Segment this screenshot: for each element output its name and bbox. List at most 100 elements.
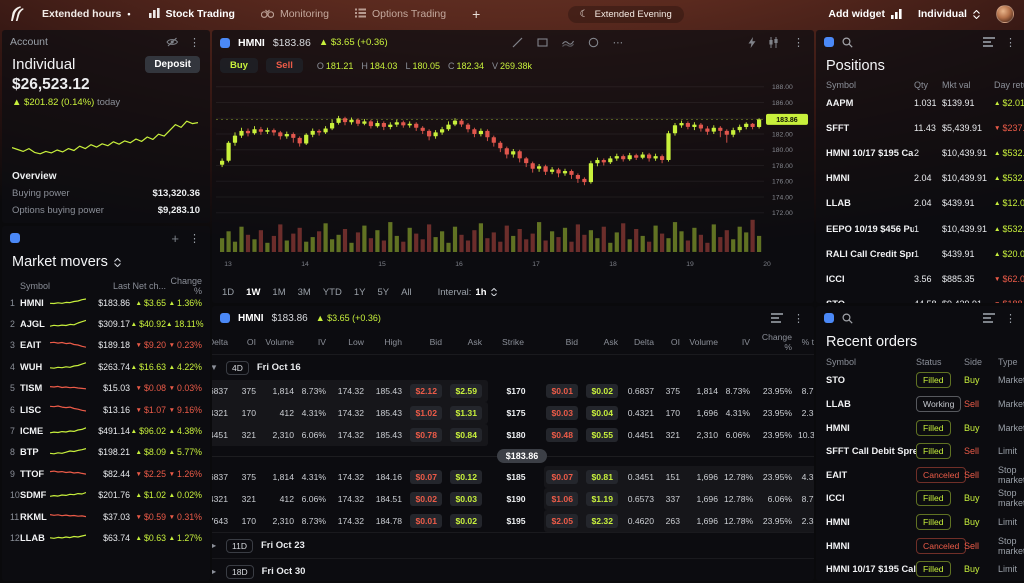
market-mover-row[interactable]: 9 TTOF $82.44 ▼ $2.25 ▼ 1.26% (2, 463, 210, 484)
panel-handle-icon[interactable] (220, 313, 230, 323)
option-strike-row[interactable]: 0.43213214126.06%174.32184.51$0.02$0.03$… (212, 488, 814, 510)
position-row[interactable]: ICCI 3.56 $885.35 ▼$62.01 (816, 266, 1024, 291)
market-mover-row[interactable]: 8 BTP $198.21 ▲ $8.09 ▲ 5.77% (2, 442, 210, 463)
chart-menu-kebab[interactable]: ⋮ (792, 37, 804, 49)
market-mover-row[interactable]: 5 TISM $15.03 ▼ $0.08 ▼ 0.03% (2, 378, 210, 399)
position-row[interactable]: STO44.58$9,439.91▼$188.65 (816, 292, 1024, 303)
position-day-return: ▲$12.01 (994, 198, 1024, 209)
add-symbol-icon[interactable]: + (171, 230, 179, 246)
avatar[interactable] (995, 5, 1014, 23)
timeframe-1w[interactable]: 1W (246, 286, 261, 298)
order-row[interactable]: HMNI Filled Buy Limit (816, 510, 1024, 534)
session-indicator[interactable]: ☾ Extended Evening (567, 5, 684, 23)
orders-menu-kebab[interactable]: ⋮ (1005, 312, 1016, 325)
panel-handle-icon[interactable] (824, 37, 834, 47)
movers-menu-kebab[interactable]: ⋮ (189, 232, 200, 245)
position-row[interactable]: LLAB 2.04 $439.91 ▲$12.01 (816, 191, 1024, 216)
tab-monitoring[interactable]: Monitoring (260, 8, 329, 21)
flash-icon[interactable] (748, 37, 756, 48)
order-row[interactable]: HMNI 10/17 $195 Call Filled Buy Limit (816, 557, 1024, 581)
order-row[interactable]: HMNI Canceled Sell Stop market (816, 534, 1024, 558)
expiration-group-row[interactable]: ▼ 4D Fri Oct 16 (212, 354, 814, 380)
hide-balances-icon[interactable] (166, 37, 179, 47)
market-mover-row[interactable]: 10 SDMF $201.76 ▲ $1.02 ▲ 0.02% (2, 485, 210, 506)
account-sparkline (11, 112, 200, 169)
option-strike-row[interactable]: 0.68373751,8148.73%174.32185.43$2.12$2.5… (212, 380, 814, 402)
panel-handle-icon[interactable] (220, 37, 230, 48)
order-row[interactable]: EAIT Canceled Sell Stop market (816, 463, 1024, 487)
layout-icon[interactable] (983, 37, 995, 47)
add-widget-button[interactable]: Add widget (828, 8, 902, 20)
positions-menu-kebab[interactable]: ⋮ (1005, 36, 1016, 49)
draw-rect-icon[interactable] (537, 37, 548, 48)
chart-symbol[interactable]: HMNI (238, 36, 265, 49)
call-bid: $0.07 (408, 470, 448, 484)
layout-icon[interactable] (983, 313, 995, 323)
deposit-button[interactable]: Deposit (145, 56, 200, 73)
more-tools-icon[interactable]: ⋯ (612, 36, 625, 49)
expiration-group-row[interactable]: ▶ 11D Fri Oct 23 (212, 532, 814, 558)
chart-type-icon[interactable] (768, 37, 779, 48)
account-menu-kebab[interactable]: ⋮ (189, 36, 200, 49)
tab-stock-trading[interactable]: Stock Trading (148, 7, 235, 21)
option-strike-row[interactable]: 0.68373751,8144.31%174.32184.16$0.07$0.1… (212, 466, 814, 488)
mover-rank: 6 (10, 404, 15, 415)
workspace-label[interactable]: Extended hours • (42, 8, 131, 20)
indicators-icon[interactable] (561, 37, 574, 48)
call-ask: $2.59 (448, 384, 488, 398)
search-icon[interactable] (842, 36, 853, 48)
draw-line-icon[interactable] (512, 37, 523, 48)
order-row[interactable]: STO Filled Buy Market (816, 369, 1024, 393)
timeframe-1m[interactable]: 1M (272, 286, 286, 298)
search-icon[interactable] (842, 312, 853, 324)
timeframe-ytd[interactable]: YTD (322, 286, 342, 298)
order-row[interactable]: LLAB Working Sell Market (816, 392, 1024, 416)
columns-icon[interactable] (771, 313, 783, 323)
movers-rows: 1 HMNI $183.86 ▲ $3.65 ▲ 1.36% 2 AJGL $309.17 ▲ $40… (2, 292, 210, 549)
timeframe-3m[interactable]: 3M (297, 286, 311, 298)
positions-rows: AAPM 1.031 $139.91 ▲ $2.01 SFFT 11.43 $5,439.91… (816, 90, 1024, 303)
option-strike-row[interactable]: 0.76431702,3108.73%174.32184.78$0.01$0.0… (212, 510, 814, 532)
mover-sparkline (49, 509, 88, 524)
movers-title[interactable]: Market movers (2, 250, 210, 276)
buy-button[interactable]: Buy (220, 58, 258, 73)
tab-options-trading[interactable]: Options Trading (354, 8, 446, 21)
timeframe-1y[interactable]: 1Y (353, 286, 366, 298)
order-row[interactable]: HMNI Filled Buy Market (816, 416, 1024, 440)
market-mover-row[interactable]: 1 HMNI $183.86 ▲ $3.65 ▲ 1.36% (2, 292, 210, 313)
position-row[interactable]: AAPM 1.031 $139.91 ▲ $2.01 (816, 90, 1024, 115)
market-mover-row[interactable]: 7 ICME $491.14 ▲ $96.02 ▲ 4.38% (2, 420, 210, 441)
options-table[interactable]: DeltaOIVolumeIVLowHighBidAskStrikeBidAsk… (212, 330, 814, 581)
timeframe-all[interactable]: All (401, 286, 412, 298)
option-strike-row[interactable]: 0.43211704124.31%174.32185.43$1.02$1.31$… (212, 402, 814, 424)
timeframe-1d[interactable]: 1D (222, 286, 235, 298)
market-mover-row[interactable]: 6 LISC $13.16 ▼ $1.07 ▼ 9.16% (2, 399, 210, 420)
market-mover-row[interactable]: 12 LLAB $63.74 ▲ $0.63 ▲ 1.27% (2, 527, 210, 548)
market-mover-row[interactable]: 3 EAIT $189.18 ▼ $9.20 ▼ 0.23% (2, 335, 210, 356)
market-mover-row[interactable]: 2 AJGL $309.17 ▲ $40.92 ▲ 18.11% (2, 313, 210, 334)
candle-chart[interactable]: 188.00186.00184.00182.00180.00178.00176.… (212, 76, 814, 281)
panel-handle-icon[interactable] (824, 313, 834, 323)
account-selector[interactable]: Individual (918, 8, 980, 20)
order-row[interactable]: SFFT Call Debit SpreadFilled Sell Limit (816, 439, 1024, 463)
expiration-group-row[interactable]: ▶ 18D Fri Oct 30 (212, 558, 814, 581)
panel-handle-icon[interactable] (10, 233, 20, 243)
order-row[interactable]: ICCI Filled Buy Stop market (816, 487, 1024, 511)
sell-button[interactable]: Sell (265, 58, 303, 73)
market-mover-row[interactable]: 11 RKML $37.03 ▼ $0.59 ▼ 0.31% (2, 506, 210, 527)
add-tab-button[interactable]: + (472, 6, 481, 22)
draw-circle-icon[interactable] (588, 37, 599, 48)
position-row[interactable]: RALI Call Credit Spread1 $439.91 ▲$20.01 (816, 241, 1024, 266)
mover-last: $13.16 (103, 404, 130, 415)
options-symbol[interactable]: HMNI (238, 312, 264, 324)
position-row[interactable]: SFFT 11.43 $5,439.91 ▼$237.65 (816, 115, 1024, 140)
market-mover-row[interactable]: 4 WUH $263.74 ▲ $16.63 ▲ 4.22% (2, 356, 210, 377)
interval-selector[interactable]: Interval: 1h (438, 287, 497, 298)
timeframe-5y[interactable]: 5Y (377, 286, 390, 298)
options-menu-kebab[interactable]: ⋮ (793, 312, 804, 325)
option-strike-row[interactable]: 0.44513212,3106.06%174.32185.43$0.78$0.8… (212, 424, 814, 446)
options-chain-panel: HMNI $183.86 ▲ $3.65 (+0.36) ⋮ DeltaOIVo… (212, 306, 814, 581)
position-row[interactable]: HMNI 2.04 $10,439.91 ▲$532.68 (816, 166, 1024, 191)
